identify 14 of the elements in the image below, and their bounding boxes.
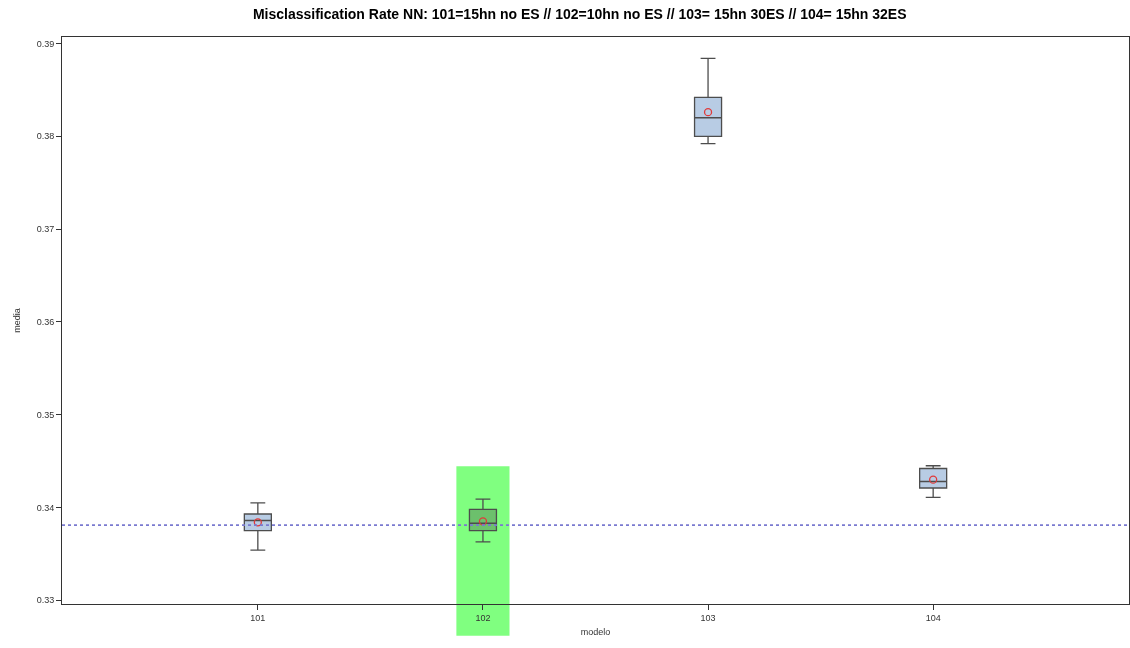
y-tick-label: 0.33 bbox=[36, 595, 55, 606]
x-axis-title: modelo bbox=[580, 626, 611, 637]
y-tick-label: 0.39 bbox=[36, 38, 55, 49]
chart-title: Misclassification Rate NN: 101=15hn no ES // 102=10hn no ES // 103= 15hn 30ES // 104= 15hn 32ES bbox=[252, 6, 907, 23]
y-tick-label: 0.36 bbox=[36, 317, 55, 328]
x-tick-label: 101 bbox=[250, 612, 266, 623]
y-tick-label: 0.38 bbox=[36, 131, 55, 142]
x-tick-label: 102 bbox=[475, 612, 491, 623]
y-tick-label: 0.37 bbox=[36, 224, 55, 235]
y-axis-title: media bbox=[12, 308, 23, 333]
x-tick-label: 103 bbox=[700, 612, 716, 623]
y-tick-label: 0.34 bbox=[36, 502, 55, 513]
x-tick-label: 104 bbox=[925, 612, 941, 623]
y-tick-label: 0.35 bbox=[36, 409, 55, 420]
